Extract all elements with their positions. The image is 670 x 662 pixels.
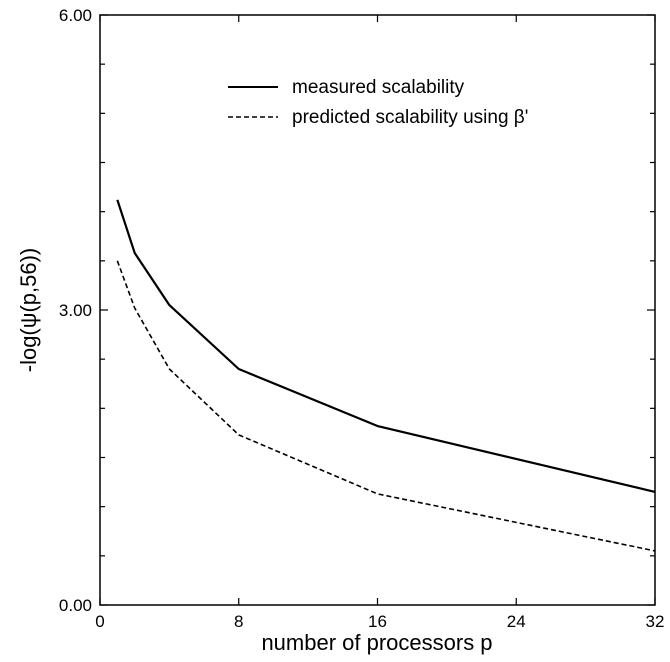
series-layer xyxy=(116,199,656,552)
tick-marks xyxy=(99,14,656,606)
x-tick-label-0: 0 xyxy=(95,612,104,631)
series-line-1 xyxy=(116,260,656,552)
legend: measured scalability predicted scalabili… xyxy=(228,77,528,128)
y-tick-label-1: 3.00 xyxy=(59,301,92,320)
x-tick-label-2: 16 xyxy=(368,612,387,631)
x-axis-label: number of processors p xyxy=(261,630,492,655)
x-tick-label-1: 8 xyxy=(234,612,243,631)
legend-label-measured: measured scalability xyxy=(292,77,465,98)
series-line-0 xyxy=(116,199,656,493)
y-tick-label-2: 6.00 xyxy=(59,6,92,25)
plot-frame xyxy=(99,14,656,606)
legend-label-predicted: predicted scalability using β' xyxy=(292,107,528,128)
x-tick-label-3: 24 xyxy=(507,612,526,631)
x-tick-label-4: 32 xyxy=(646,612,665,631)
tick-labels: 0 8 16 24 32 0.00 3.00 6.00 xyxy=(59,6,665,631)
y-axis-label: -log(ψ(p,56)) xyxy=(16,248,41,373)
y-tick-label-0: 0.00 xyxy=(59,596,92,615)
